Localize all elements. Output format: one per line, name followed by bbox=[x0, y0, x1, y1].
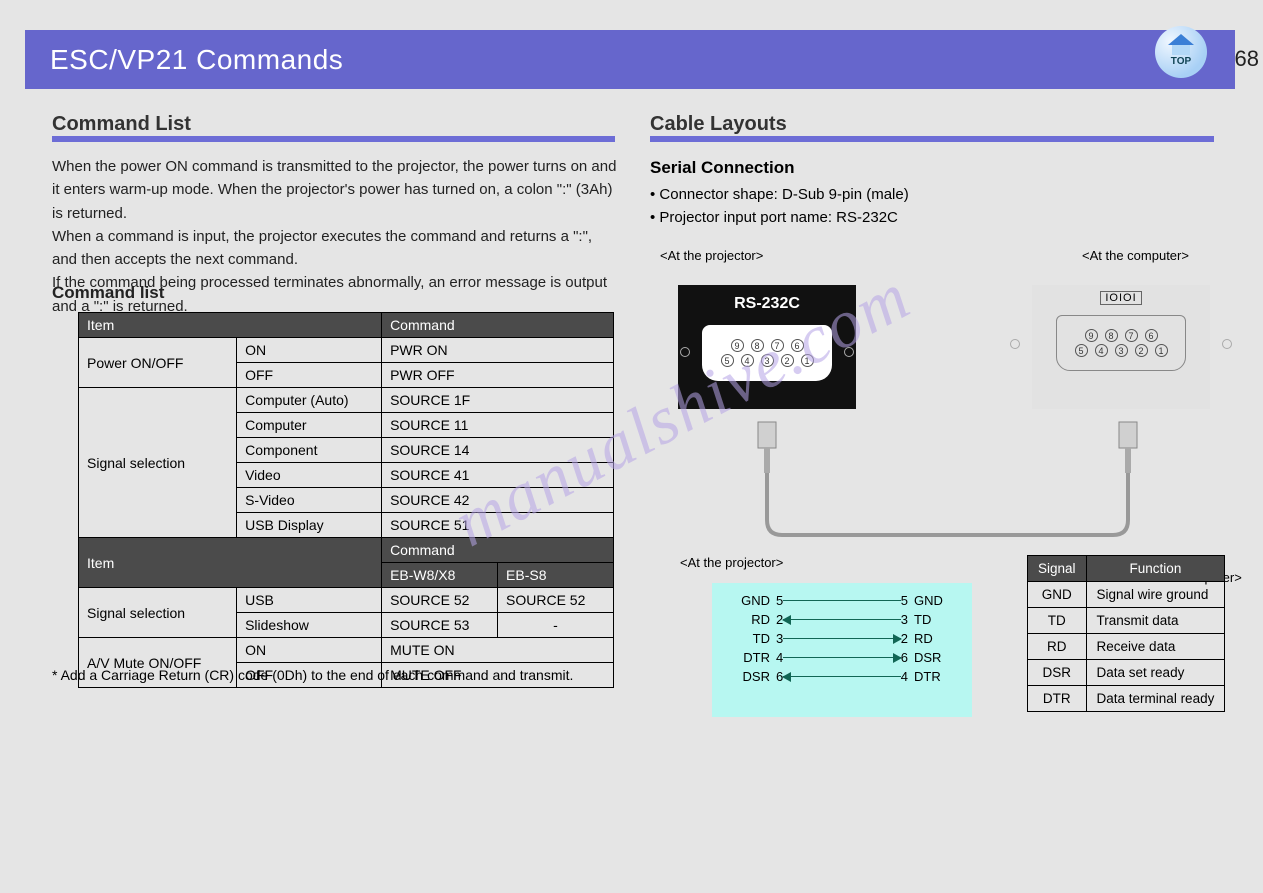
underline-right bbox=[650, 136, 1214, 142]
pin: 1 bbox=[801, 354, 814, 367]
page-number: 68 bbox=[1235, 46, 1259, 72]
underline-left bbox=[52, 136, 615, 142]
pin: 8 bbox=[751, 339, 764, 352]
table-row: DTRData terminal ready bbox=[1028, 686, 1225, 712]
cable-diagram bbox=[750, 420, 1145, 540]
signal-flow-box: GND55GND RD23TD TD32RD DTR46DSR DSR64DTR bbox=[712, 583, 972, 717]
arrow-left-icon bbox=[783, 619, 901, 621]
pin: 7 bbox=[1125, 329, 1138, 342]
table-row: DSRData set ready bbox=[1028, 660, 1225, 686]
pin: 5 bbox=[1075, 344, 1088, 357]
th-command: Command bbox=[382, 313, 614, 338]
signal-table: SignalFunction GNDSignal wire ground TDT… bbox=[1027, 555, 1225, 712]
pin: 5 bbox=[721, 354, 734, 367]
command-list-heading: Command list bbox=[52, 280, 164, 306]
pin: 9 bbox=[1085, 329, 1098, 342]
pc-ioioi-marker: IOIOI bbox=[1100, 291, 1141, 305]
line-icon bbox=[783, 600, 901, 602]
bullet-1: • Connector shape: D-Sub 9-pin (male) bbox=[650, 184, 1210, 207]
rs232c-connector-box: RS-232C 9 8 7 6 5 4 3 2 1 bbox=[678, 285, 856, 409]
th-model2: EB-S8 bbox=[498, 563, 614, 588]
pin: 3 bbox=[1115, 344, 1128, 357]
th-item: Item bbox=[79, 313, 382, 338]
pin-row-bottom: 5 4 3 2 1 bbox=[720, 353, 815, 368]
top-home-icon[interactable]: TOP bbox=[1155, 26, 1207, 78]
db9-projector: 9 8 7 6 5 4 3 2 1 bbox=[702, 325, 832, 381]
table-row: Signal selectionComputer (Auto)SOURCE 1F bbox=[79, 388, 614, 413]
pc-label: <At the computer> bbox=[1082, 248, 1189, 263]
rs232c-title: RS-232C bbox=[734, 295, 800, 313]
footnote: * Add a Carriage Return (CR) code (0Dh) … bbox=[52, 665, 617, 686]
pin: 9 bbox=[731, 339, 744, 352]
table-row: A/V Mute ON/OFFONMUTE ON bbox=[79, 638, 614, 663]
pin: 4 bbox=[741, 354, 754, 367]
db9-pc: 9 8 7 6 5 4 3 2 1 bbox=[1056, 315, 1186, 371]
serial-bullets: • Connector shape: D-Sub 9-pin (male) • … bbox=[650, 184, 1210, 229]
pin-row-top: 9 8 7 6 bbox=[730, 338, 805, 353]
table-row: Power ON/OFFONPWR ON bbox=[79, 338, 614, 363]
pin: 6 bbox=[1145, 329, 1158, 342]
table-row: RDReceive data bbox=[1028, 634, 1225, 660]
pin: 3 bbox=[761, 354, 774, 367]
projector-label: <At the projector> bbox=[660, 248, 763, 263]
screw-icon bbox=[844, 347, 854, 357]
banner-title: ESC/VP21 Commands bbox=[25, 30, 1235, 89]
pin: 8 bbox=[1105, 329, 1118, 342]
home-body bbox=[1172, 45, 1190, 55]
th-model1: EB-W8/X8 bbox=[382, 563, 498, 588]
pin: 7 bbox=[771, 339, 784, 352]
top-icon-label: TOP bbox=[1171, 56, 1191, 67]
th-command2: Command bbox=[382, 538, 614, 563]
table-row: TDTransmit data bbox=[1028, 608, 1225, 634]
table-row: GNDSignal wire ground bbox=[1028, 582, 1225, 608]
pc-connector-box: IOIOI 9 8 7 6 5 4 3 2 1 bbox=[1032, 285, 1210, 409]
arrow-row: GND55GND bbox=[712, 591, 972, 610]
arrow-row: RD23TD bbox=[712, 610, 972, 629]
bullet-2: • Projector input port name: RS-232C bbox=[650, 207, 1210, 230]
projector-pin-label: <At the projector> bbox=[680, 555, 783, 570]
arrow-right-icon bbox=[783, 657, 901, 659]
pin: 4 bbox=[1095, 344, 1108, 357]
screw-icon bbox=[1222, 339, 1232, 349]
pin: 1 bbox=[1155, 344, 1168, 357]
pin-row-top: 9 8 7 6 bbox=[1084, 328, 1159, 343]
pin: 6 bbox=[791, 339, 804, 352]
pin-row-bottom: 5 4 3 2 1 bbox=[1074, 343, 1169, 358]
table-row: Signal selectionUSBSOURCE 52SOURCE 52 bbox=[79, 588, 614, 613]
screw-icon bbox=[680, 347, 690, 357]
home-roof bbox=[1168, 34, 1194, 45]
arrow-row: DSR64DTR bbox=[712, 667, 972, 686]
pin: 2 bbox=[1135, 344, 1148, 357]
section-cable-layouts: Cable Layouts bbox=[650, 113, 787, 136]
screw-icon bbox=[1010, 339, 1020, 349]
serial-heading: Serial Connection bbox=[650, 158, 795, 178]
command-table: Item Command Power ON/OFFONPWR ON OFFPWR… bbox=[78, 312, 614, 688]
arrow-row: TD32RD bbox=[712, 629, 972, 648]
table-header-row: Item Command bbox=[79, 313, 614, 338]
arrow-row: DTR46DSR bbox=[712, 648, 972, 667]
section-command-list: Command List bbox=[52, 113, 191, 136]
table-subheader-row: Item Command bbox=[79, 538, 614, 563]
arrow-left-icon bbox=[783, 676, 901, 678]
arrow-right-icon bbox=[783, 638, 901, 640]
th-item2: Item bbox=[79, 538, 382, 588]
pin: 2 bbox=[781, 354, 794, 367]
sig-header-row: SignalFunction bbox=[1028, 556, 1225, 582]
